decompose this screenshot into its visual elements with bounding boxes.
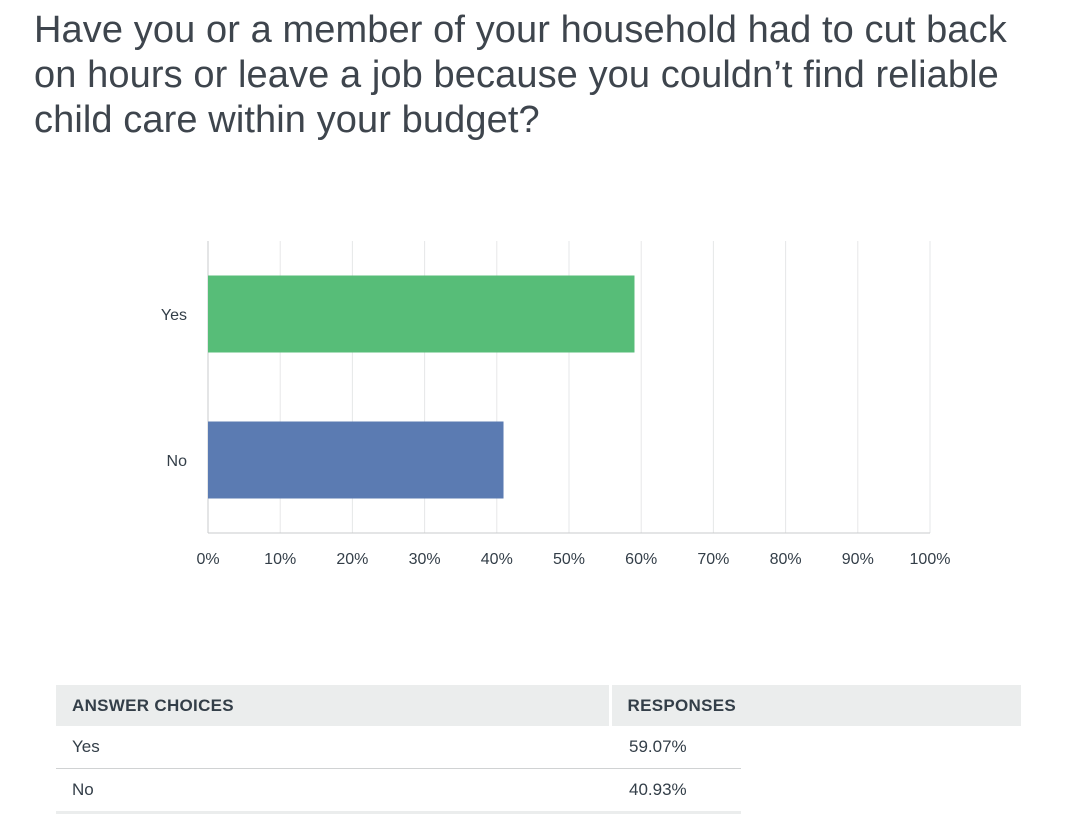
answer-choices-header: ANSWER CHOICES (56, 685, 610, 726)
chart-category-labels: Yes No (161, 307, 187, 470)
answer-choice-cell: Yes (56, 726, 610, 769)
table-row: Yes 59.07% (56, 726, 1021, 769)
empty-cell (741, 726, 1021, 769)
x-tick-label: 100% (910, 551, 951, 568)
x-tick-label: 30% (409, 551, 441, 568)
response-percent-cell: 59.07% (610, 726, 741, 769)
x-tick-label: 80% (770, 551, 802, 568)
x-tick-label: 60% (625, 551, 657, 568)
empty-cell (741, 769, 1021, 813)
chart-bars (208, 275, 635, 499)
table-row: No 40.93% (56, 768, 1021, 814)
x-tick-label: 0% (196, 551, 219, 568)
x-tick-label: 40% (481, 551, 513, 568)
responses-header: RESPONSES (608, 685, 1022, 726)
x-tick-label: 20% (336, 551, 368, 568)
x-tick-label: 70% (697, 551, 729, 568)
bar-yes (208, 275, 635, 353)
question-title: Have you or a member of your household h… (34, 9, 1007, 141)
bar-chart: Yes No 0% 10% 20% 30% 40% 50% 60% 70% 80% 90% 100% (161, 241, 950, 568)
response-percent-cell: 40.93% (610, 768, 741, 814)
y-category-label: Yes (161, 307, 187, 324)
bar-no (208, 421, 504, 499)
answer-choice-cell: No (56, 768, 610, 814)
x-tick-label: 50% (553, 551, 585, 568)
x-tick-label: 10% (264, 551, 296, 568)
x-tick-label: 90% (842, 551, 874, 568)
table-header-row: ANSWER CHOICES RESPONSES (56, 685, 1022, 726)
chart-tick-labels: 0% 10% 20% 30% 40% 50% 60% 70% 80% 90% 100% (196, 551, 950, 568)
results-table: ANSWER CHOICES RESPONSES Yes 59.07% No 4… (56, 685, 1022, 814)
y-category-label: No (167, 453, 188, 470)
